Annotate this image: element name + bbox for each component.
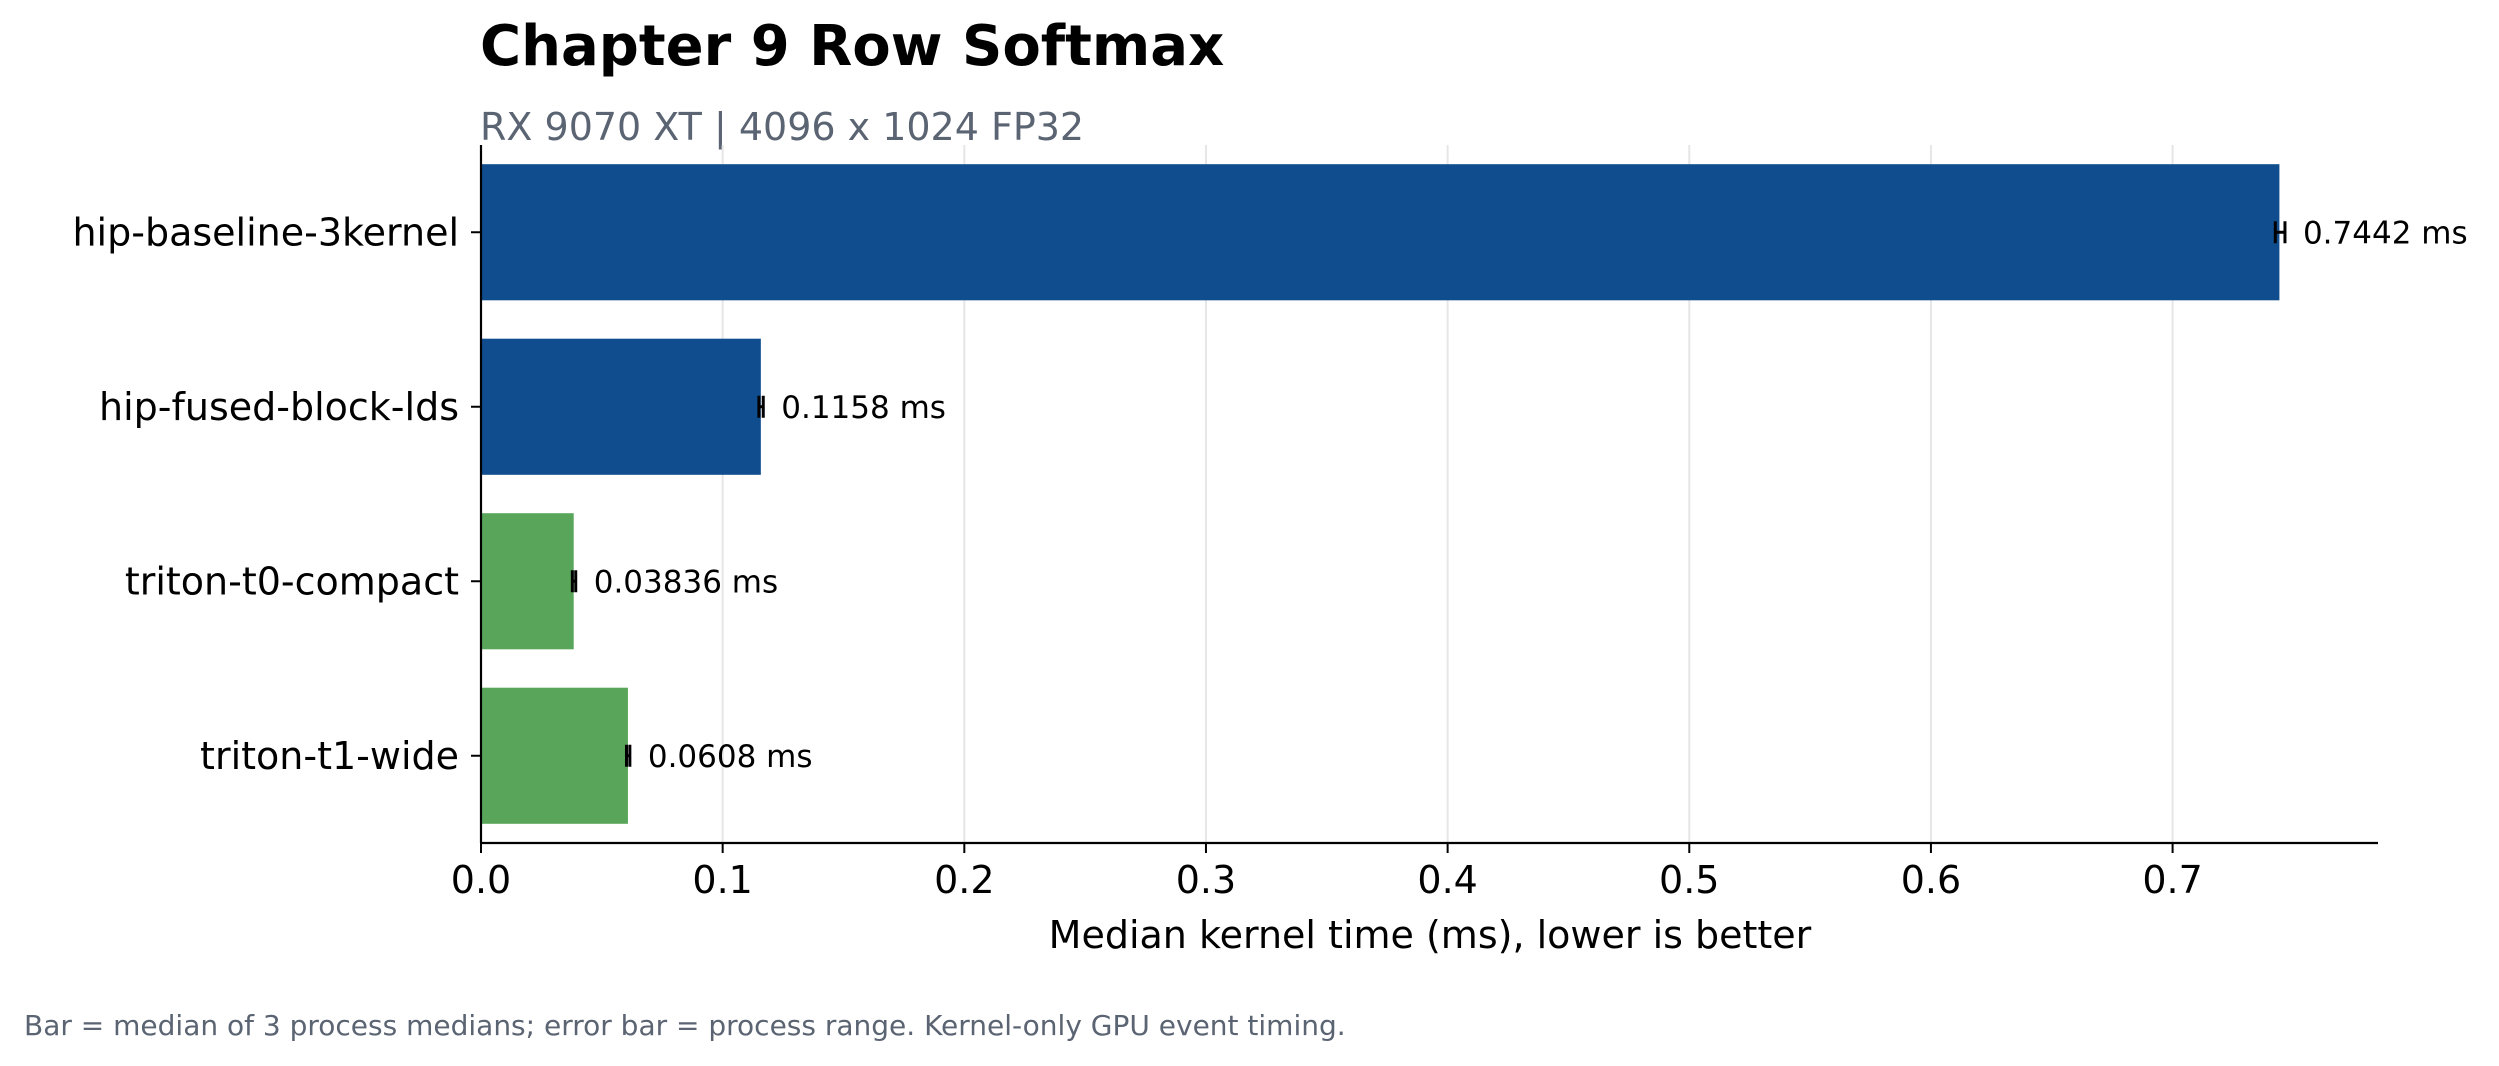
data-label: 0.03836 ms xyxy=(594,564,778,600)
x-ticks: 0.0 0.1 0.2 0.3 0.4 0.5 0.6 0.7 xyxy=(451,843,2203,902)
error-bars xyxy=(570,221,2287,767)
data-labels: 0.7442 ms 0.1158 ms 0.03836 ms 0.0608 ms xyxy=(594,215,2468,775)
chart-subtitle: RX 9070 XT | 4096 x 1024 FP32 xyxy=(480,105,1084,150)
x-tick-label: 0.2 xyxy=(934,858,994,902)
bar xyxy=(481,338,761,475)
error-bar xyxy=(624,744,632,767)
x-tick-label: 0.4 xyxy=(1417,858,1477,902)
x-tick-label: 0.5 xyxy=(1659,858,1719,902)
category-labels: hip-baseline-3kernel hip-fused-block-lds t… xyxy=(72,210,481,778)
category-label: triton-t0-compact xyxy=(125,559,459,603)
bar xyxy=(481,687,628,824)
x-tick-label: 0.6 xyxy=(1901,858,1961,902)
x-tick-label: 0.1 xyxy=(692,858,752,902)
category-label: triton-t1-wide xyxy=(200,734,459,778)
data-label: 0.7442 ms xyxy=(2303,215,2468,251)
error-bar xyxy=(2273,221,2287,244)
chart-title: Chapter 9 Row Softmax xyxy=(480,14,1224,79)
footnote: Bar = median of 3 process medians; error… xyxy=(24,1009,1346,1042)
error-bar xyxy=(570,570,578,593)
bar xyxy=(481,164,2280,301)
x-tick-label: 0.0 xyxy=(451,858,511,902)
category-label: hip-baseline-3kernel xyxy=(72,210,459,254)
data-label: 0.0608 ms xyxy=(648,739,813,775)
category-label: hip-fused-block-lds xyxy=(99,385,459,429)
bars xyxy=(481,164,2280,824)
x-tick-label: 0.7 xyxy=(2142,858,2202,902)
x-tick-label: 0.3 xyxy=(1176,858,1236,902)
error-bar xyxy=(757,395,765,418)
bar xyxy=(481,513,574,650)
data-label: 0.1158 ms xyxy=(781,390,946,426)
x-axis-label: Median kernel time (ms), lower is better xyxy=(1049,913,1812,957)
